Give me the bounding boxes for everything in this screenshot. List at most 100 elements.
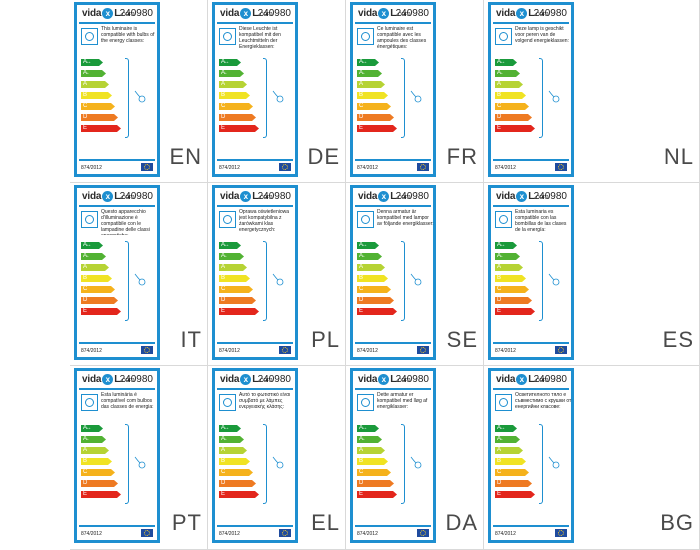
lamp-icon [410, 273, 422, 287]
brand-com: .com [534, 194, 549, 202]
energy-class-sup: + [363, 437, 365, 441]
energy-class-e: E [495, 125, 535, 132]
product-code: 240980 [257, 8, 291, 19]
header-divider [217, 22, 293, 24]
class-bracket [263, 58, 267, 138]
brand-mark: x [102, 191, 114, 202]
lamp-icon [134, 273, 146, 287]
product-code: 240980 [119, 191, 153, 202]
header-divider [79, 22, 155, 24]
brand-post: L [390, 8, 397, 20]
compatibility-text: Esta luminaria es compatible con las bom… [515, 209, 567, 233]
brand-post: L [114, 374, 121, 386]
energy-label-cell: vida x L.com 240980 Deze lamp is geschikt vo… [484, 0, 700, 183]
energy-class-ap: A+ [357, 436, 382, 443]
regulation-number: 874/2012 [81, 348, 102, 354]
brand-mark: x [516, 374, 528, 385]
footer-divider [355, 159, 431, 161]
bulb-icon [219, 211, 236, 228]
energy-class-sup: + [363, 254, 365, 258]
energy-class-c: C [219, 103, 253, 110]
lamp-icon [410, 456, 422, 470]
energy-class-a: A [81, 264, 109, 271]
brand-com: .com [258, 377, 273, 385]
product-code: 240980 [533, 374, 567, 385]
energy-class-c: C [219, 286, 253, 293]
eu-flag-icon [555, 163, 567, 171]
energy-class-ap: A+ [495, 253, 520, 260]
energy-class-e: E [219, 125, 259, 132]
energy-label-cell: vida x L.com 240980 Questo apparecchio d'ill… [70, 183, 208, 366]
energy-label-card: vida x L.com 240980 Αυτό το φωτιστικό είναι … [212, 368, 298, 543]
compatibility-text: This luminaire is compatible with bulbs … [101, 26, 155, 44]
energy-class-b: B [219, 92, 250, 99]
brand-post: L [528, 191, 535, 203]
regulation-number: 874/2012 [495, 348, 516, 354]
brand-mark: x [516, 8, 528, 19]
product-code: 240980 [119, 374, 153, 385]
energy-class-e: E [357, 125, 397, 132]
header-divider [493, 205, 569, 207]
footer-divider [217, 342, 293, 344]
energy-class-app: A++ [495, 59, 517, 66]
energy-class-c: C [219, 469, 253, 476]
brand-mark: x [102, 8, 114, 19]
energy-class-c: C [495, 103, 529, 110]
energy-class-b: B [219, 275, 250, 282]
energy-class-app: A++ [219, 242, 241, 249]
lamp-icon [134, 456, 146, 470]
energy-class-sup: ++ [225, 426, 229, 430]
energy-class-c: C [81, 103, 115, 110]
product-code: 240980 [395, 191, 429, 202]
brand-pre: vida [358, 8, 378, 20]
product-code: 240980 [257, 191, 291, 202]
eu-flag-icon [141, 163, 153, 171]
energy-class-sup: + [87, 71, 89, 75]
brand-com: .com [396, 377, 411, 385]
lamp-icon [272, 90, 284, 104]
energy-class-app: A++ [357, 242, 379, 249]
energy-class-d: D [357, 297, 394, 304]
compatibility-text: Questo apparecchio d'illuminazione è com… [101, 209, 150, 235]
energy-class-sup: + [225, 437, 227, 441]
class-bracket [125, 241, 129, 321]
energy-class-d: D [357, 114, 394, 121]
header-divider [79, 205, 155, 207]
energy-class-e: E [219, 491, 259, 498]
energy-label-cell: vida x L.com 240980 Dette armatur er kompati… [346, 366, 484, 550]
energy-class-e: E [81, 491, 121, 498]
bulb-icon [495, 28, 512, 45]
energy-class-e: E [81, 308, 121, 315]
bulb-icon [495, 394, 512, 411]
brand-post: L [252, 8, 259, 20]
regulation-number: 874/2012 [495, 531, 516, 537]
header-divider [217, 388, 293, 390]
bulb-icon [357, 211, 374, 228]
regulation-number: 874/2012 [219, 348, 240, 354]
energy-class-ap: A+ [81, 436, 106, 443]
lamp-icon [548, 90, 560, 104]
brand-logo: vida x L.com [220, 8, 273, 19]
energy-class-app: A++ [219, 425, 241, 432]
brand-post: L [114, 8, 121, 20]
energy-class-ap: A+ [219, 436, 244, 443]
energy-class-sup: ++ [225, 243, 229, 247]
language-code: FR [446, 144, 478, 169]
energy-label-cell: vida x L.com 240980 Denna armatur är kompati… [346, 183, 484, 366]
energy-class-c: C [495, 286, 529, 293]
energy-label-card: vida x L.com 240980 Esta luminária é compatí… [74, 368, 160, 543]
energy-label-card: vida x L.com 240980 This luminaire is compat… [74, 2, 160, 177]
language-code: NL [663, 144, 694, 169]
energy-class-b: B [81, 458, 112, 465]
footer-divider [217, 525, 293, 527]
bulb-icon [81, 211, 98, 228]
energy-class-sup: + [87, 437, 89, 441]
eu-flag-icon [555, 529, 567, 537]
class-bracket [401, 241, 405, 321]
regulation-number: 874/2012 [495, 165, 516, 171]
energy-class-c: C [357, 103, 391, 110]
energy-class-a: A [495, 264, 523, 271]
brand-mark: x [240, 8, 252, 19]
energy-class-a: A [219, 447, 247, 454]
